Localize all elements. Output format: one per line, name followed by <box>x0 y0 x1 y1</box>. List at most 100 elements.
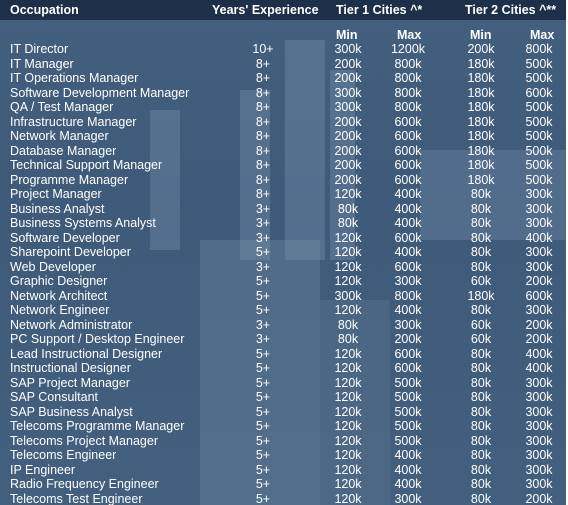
header-tier2-cities: Tier 2 Cities ^** <box>465 3 557 17</box>
subheader-tier2-min: Min <box>470 28 492 42</box>
tier1-min-cell: 200k <box>334 114 362 129</box>
tier2-max-cell: 300k <box>525 404 553 419</box>
tier1-min-cell: 200k <box>334 71 362 85</box>
tier2-max-cell: 300k <box>525 419 553 433</box>
tier2-min-cell: 80k <box>470 448 492 462</box>
tier1-min-cell: 300k <box>334 100 362 114</box>
tier2-max-cell: 300k <box>525 201 553 216</box>
occupation-cell: Lead Instructional Designer <box>10 346 163 361</box>
table-row: Lead Instructional Designer 5+ 120k 600k… <box>0 347 566 362</box>
tier1-max-cell: 600k <box>394 346 422 361</box>
tier2-min-cell: 80k <box>470 390 492 404</box>
table-row: Web Developer 3+ 120k 600k 80k 300k <box>0 260 566 275</box>
tier1-max-cell: 600k <box>394 129 422 143</box>
tier2-min-cell: 80k <box>470 216 492 230</box>
years-experience-cell: 8+ <box>255 129 271 143</box>
tier2-min-cell: 180k <box>467 172 495 187</box>
tier2-min-cell: 80k <box>470 361 492 375</box>
tier1-min-cell: 120k <box>334 433 362 448</box>
tier2-min-cell: 80k <box>470 187 492 201</box>
occupation-cell: SAP Project Manager <box>10 375 130 390</box>
tier1-max-cell: 600k <box>394 361 422 375</box>
tier2-min-cell: 180k <box>467 100 495 114</box>
table-row: Instructional Designer 5+ 120k 600k 80k … <box>0 361 566 376</box>
table-row: IT Director 10+ 300k 1200k 200k 800k <box>0 42 566 57</box>
tier1-min-cell: 80k <box>337 332 359 346</box>
years-experience-cell: 5+ <box>255 245 271 259</box>
occupation-cell: SAP Consultant <box>10 390 99 404</box>
occupation-cell: Database Manager <box>10 143 117 158</box>
subheader-tier2-max: Max <box>530 28 555 42</box>
table-row: Network Administrator 3+ 80k 300k 60k 20… <box>0 318 566 333</box>
tier1-max-cell: 400k <box>394 201 422 216</box>
tier1-min-cell: 120k <box>334 346 362 361</box>
tier2-min-cell: 180k <box>467 129 495 143</box>
occupation-cell: Sharepoint Developer <box>10 245 131 259</box>
tier1-max-cell: 300k <box>394 491 422 505</box>
subheader-tier1-max: Max <box>397 28 422 42</box>
tier2-max-cell: 500k <box>525 129 553 143</box>
tier2-max-cell: 500k <box>525 143 553 158</box>
tier1-max-cell: 600k <box>394 172 422 187</box>
tier2-max-cell: 300k <box>525 259 553 274</box>
table-row: Network Manager 8+ 200k 600k 180k 500k <box>0 129 566 144</box>
tier2-max-cell: 400k <box>525 230 553 245</box>
tier1-max-cell: 400k <box>394 462 422 477</box>
table-row: Programme Manager 8+ 200k 600k 180k 500k <box>0 173 566 188</box>
tier2-max-cell: 500k <box>525 158 553 172</box>
header-occupation: Occupation <box>10 3 79 17</box>
tier2-max-cell: 500k <box>525 172 553 187</box>
tier1-max-cell: 600k <box>394 143 422 158</box>
tier2-min-cell: 80k <box>470 303 492 317</box>
tier2-min-cell: 180k <box>467 85 495 100</box>
occupation-cell: Project Manager <box>10 187 102 201</box>
table-row: Network Architect 5+ 300k 800k 180k 600k <box>0 289 566 304</box>
tier1-max-cell: 800k <box>394 288 422 303</box>
tier1-min-cell: 120k <box>334 448 362 462</box>
years-experience-cell: 8+ <box>255 56 271 71</box>
tier1-min-cell: 120k <box>334 303 362 317</box>
years-experience-cell: 3+ <box>255 230 271 245</box>
tier1-min-cell: 120k <box>334 491 362 505</box>
table-row: Software Development Manager 8+ 300k 800… <box>0 86 566 101</box>
years-experience-cell: 5+ <box>255 361 271 375</box>
years-experience-cell: 5+ <box>255 448 271 462</box>
tier2-max-cell: 300k <box>525 477 553 491</box>
table-row: Telecoms Test Engineer 5+ 120k 300k 80k … <box>0 492 566 505</box>
occupation-cell: Business Systems Analyst <box>10 216 156 230</box>
years-experience-cell: 5+ <box>255 346 271 361</box>
years-experience-cell: 8+ <box>255 85 271 100</box>
tier1-min-cell: 120k <box>334 462 362 477</box>
tier1-min-cell: 120k <box>334 419 362 433</box>
tier2-min-cell: 80k <box>470 259 492 274</box>
years-experience-cell: 5+ <box>255 419 271 433</box>
years-experience-cell: 5+ <box>255 303 271 317</box>
tier1-min-cell: 80k <box>337 317 359 332</box>
years-experience-cell: 8+ <box>255 100 271 114</box>
tier2-min-cell: 200k <box>467 42 495 56</box>
tier1-max-cell: 600k <box>394 230 422 245</box>
table-row: SAP Project Manager 5+ 120k 500k 80k 300… <box>0 376 566 391</box>
tier1-min-cell: 120k <box>334 245 362 259</box>
years-experience-cell: 3+ <box>255 201 271 216</box>
tier1-max-cell: 400k <box>394 245 422 259</box>
header-years-experience: Years' Experience <box>212 3 319 17</box>
tier2-max-cell: 300k <box>525 303 553 317</box>
tier2-min-cell: 80k <box>470 404 492 419</box>
header-tier1-cities: Tier 1 Cities ^* <box>336 3 423 17</box>
tier2-max-cell: 300k <box>525 462 553 477</box>
tier2-min-cell: 180k <box>467 56 495 71</box>
tier2-max-cell: 200k <box>525 332 553 346</box>
tier1-min-cell: 120k <box>334 375 362 390</box>
years-experience-cell: 5+ <box>255 390 271 404</box>
tier1-max-cell: 600k <box>394 259 422 274</box>
tier1-min-cell: 120k <box>334 187 362 201</box>
table-row: Project Manager 8+ 120k 400k 80k 300k <box>0 187 566 202</box>
years-experience-cell: 8+ <box>255 114 271 129</box>
table-row: Business Analyst 3+ 80k 400k 80k 300k <box>0 202 566 217</box>
tier1-min-cell: 300k <box>334 42 362 56</box>
years-experience-cell: 10+ <box>252 42 274 56</box>
tier1-max-cell: 500k <box>394 404 422 419</box>
occupation-cell: Radio Frequency Engineer <box>10 477 159 491</box>
tier2-min-cell: 180k <box>467 158 495 172</box>
